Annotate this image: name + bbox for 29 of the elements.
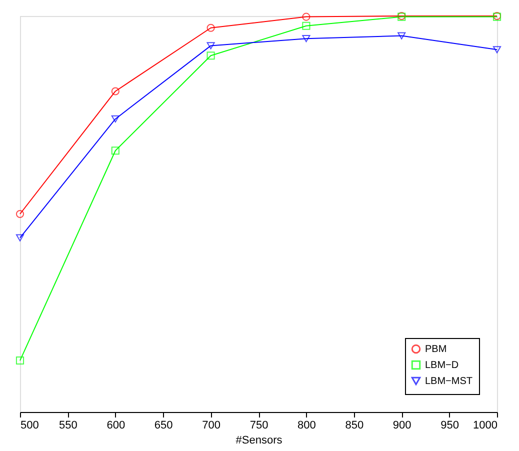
x-tick-label: 800 (298, 420, 316, 432)
x-tick-label: 700 (202, 420, 220, 432)
point (111, 115, 120, 123)
x-axis-title: #Sensors (236, 434, 283, 446)
point (111, 146, 120, 155)
x-tick-label: 750 (250, 420, 268, 432)
point (206, 24, 215, 32)
x-tick-label: 850 (345, 420, 364, 432)
point (16, 210, 24, 218)
point (492, 46, 502, 54)
point (398, 32, 406, 40)
legend-label: LBM−MST (425, 376, 473, 387)
x-tick-label: 900 (392, 420, 412, 432)
point (16, 234, 24, 242)
x-tick-label: 1000 (473, 420, 498, 432)
legend-label: LBM−D (425, 360, 459, 371)
point (206, 52, 215, 60)
point (111, 87, 120, 96)
point (16, 356, 24, 365)
point (206, 42, 215, 50)
point (302, 35, 310, 42)
x-tick-label: 550 (59, 420, 78, 432)
legend-label: PBM (425, 344, 447, 355)
x-tick-label: 600 (106, 420, 126, 432)
point (302, 12, 310, 21)
x-tick-label: 950 (440, 420, 459, 432)
point (302, 22, 310, 30)
x-tick-label: 500 (20, 420, 39, 432)
x-tick-label: 650 (154, 420, 173, 432)
